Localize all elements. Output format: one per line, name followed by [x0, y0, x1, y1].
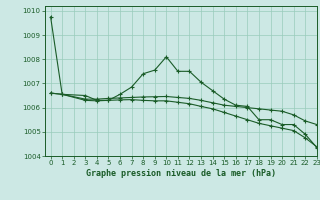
X-axis label: Graphe pression niveau de la mer (hPa): Graphe pression niveau de la mer (hPa) [86, 169, 276, 178]
